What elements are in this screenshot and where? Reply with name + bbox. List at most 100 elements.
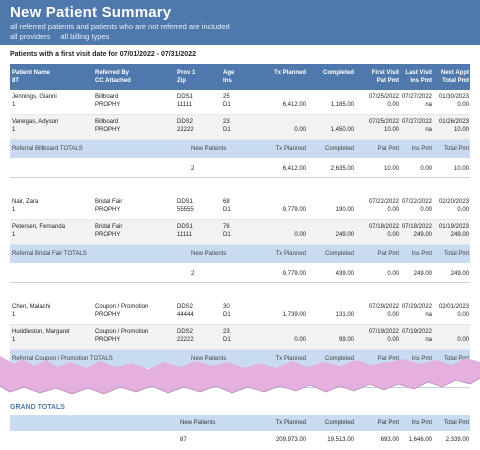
patient-row[interactable]: Jennings, Gianni 1 Billboard PROPHY DDS1 1111… [10,90,470,115]
first-visit: 07/19/2022 [368,329,399,335]
grand-header-pat: Pat Pmt [377,420,399,426]
grand-totals-values-row: 87 209,973.00 19,513.00 693.00 1,646.00 2,339… [10,431,470,447]
completed: 131.00 [335,312,354,318]
totals-header-new-patients: New Patients [191,356,227,362]
ins-pmt: na [425,102,432,108]
totals-header-comp: Completed [324,146,354,152]
group-totals-values-row: 2 9,779.00 439.00 0.00 249.00 249.00 [10,263,470,283]
patient-row[interactable]: Huddleston, Margaret 1 Coupon / Promotion P… [10,325,470,350]
column-header-line2: Zip [177,78,186,84]
group-totals-label: Referral Coupon / Promotion TOTALS [12,356,113,362]
last-visit: 07/29/2022 [401,304,432,310]
last-visit: 07/22/2022 [401,199,432,205]
grand-totals-header-row: New Patients Tx Planned Completed Pat Pmt In… [10,415,470,431]
report-table: Patient Name 8T Referred By CC Attached Prov… [10,64,470,388]
column-header: Age Ins [223,69,234,85]
total-pmt: 0.00 [457,337,469,343]
completed: 190.00 [335,207,354,213]
zip: 44444 [177,312,194,318]
cc-attached: PROPHY [95,127,121,133]
group-totals-label: Referral Billboard TOTALS [12,146,83,152]
column-header-line1: Tx Planned [273,70,306,76]
column-header-line1: Referred By [95,70,130,76]
column-header-line1: Age [223,70,235,76]
column-header: Next Appt Total Pmt [441,69,469,85]
grand-header-new-patients: New Patients [180,420,216,426]
column-header: Referred By CC Attached [95,69,131,85]
patient-bt: 1 [12,127,16,133]
completed: 249.00 [335,232,354,238]
first-visit: 07/25/2022 [368,119,399,125]
group-totals-label: Referral Bridal Fair TOTALS [12,251,87,257]
tx-planned: 6,412.00 [282,102,306,108]
group-total-ins: 0.00 [420,166,432,172]
group-total-new-patients: 2 [191,271,195,277]
completed: 99.00 [338,337,354,343]
grand-total-total: 2,339.00 [445,437,469,443]
total-pmt: 249.00 [450,232,469,238]
totals-header-pat: Pat Pmt [377,251,399,257]
report-subtitle: all referred patients and patients who a… [10,22,230,31]
ins-pmt: na [425,312,432,318]
totals-header-pat: Pat Pmt [377,356,399,362]
report-filters: all providers all billing types [10,32,470,42]
grand-total-ins: 1,646.00 [408,437,432,443]
next-appt: 02/20/2023 [438,199,469,205]
patient-row[interactable]: Petersen, Fernanda 1 Bridal Fair PROPHY DDS1… [10,220,470,245]
provider: DDS1 [177,94,194,100]
tx-planned: 9,779.00 [282,207,306,213]
column-header-line2: 8T [12,78,20,84]
next-appt: 01/30/2023 [438,94,469,100]
patient-row[interactable]: Vanegas, Adyson 1 Billboard PROPHY DDS2 22222… [10,115,470,140]
group-total-comp: 2,635.00 [330,166,354,172]
report-title: New Patient Summary [10,4,172,21]
completed: 1,450.00 [330,127,354,133]
group-total-pat: 10.00 [383,166,399,172]
group-total-comp: 439.00 [335,271,354,277]
totals-header-pat: Pat Pmt [377,146,399,152]
last-visit: 07/27/2022 [401,119,432,125]
torn-edge-shadow [0,377,480,395]
insurance: D1 [223,337,231,343]
report-table-body: Patient Name 8T Referred By CC Attached Prov… [10,64,470,388]
zip: 22222 [177,337,194,343]
grand-header-tx: Tx Planned [275,420,306,426]
tx-planned: 0.00 [294,232,306,238]
patient-bt: 1 [12,312,16,318]
date-range-caption: Patients with a first visit date for 07/… [10,51,196,58]
patient-row[interactable]: Chen, Malachi 1 Coupon / Promotion PROPHY DD… [10,300,470,325]
grand-total-comp: 19,513.00 [327,437,354,443]
group-total-total: 10.00 [453,166,469,172]
tx-planned: 0.00 [294,127,306,133]
group-totals-header-row: Referral Billboard TOTALS New Patients Tx … [10,140,470,158]
total-pmt: 10.00 [453,127,469,133]
group-total-tx: 9,779.00 [282,271,306,277]
column-header-line1: Patient Name [12,70,51,76]
group-gap [10,283,470,300]
cc-attached: PROPHY [95,337,121,343]
age: 30 [223,304,230,310]
patient-bt: 1 [12,102,16,108]
totals-header-new-patients: New Patients [191,146,227,152]
referred-by: Bridal Fair [95,224,123,230]
column-header: Tx Planned [274,69,306,77]
grand-total-pat: 693.00 [380,437,399,443]
insurance: D1 [223,232,231,238]
ins-pmt: na [425,337,432,343]
zip: 11111 [177,102,192,108]
column-header: Completed [323,69,354,77]
referred-by: Billboard [95,119,119,125]
completed: 1,185.00 [330,102,354,108]
next-appt: 02/01/2023 [438,304,469,310]
patient-row[interactable]: Nair, Zara 1 Bridal Fair PROPHY DDS1 55555 68 D… [10,195,470,220]
referred-by: Coupon / Promotion [95,304,149,310]
grand-totals-section: GRAND TOTALS New Patients Tx Planned Compl… [10,404,470,447]
provider: DDS1 [177,224,194,230]
provider: DDS2 [177,304,194,310]
pat-pmt: 0.00 [387,207,399,213]
cc-attached: PROPHY [95,207,121,213]
total-pmt: 0.00 [457,102,469,108]
age: 23 [223,119,230,125]
column-header: First Visit Pat Pmt [372,69,399,85]
age: 23 [223,329,230,335]
